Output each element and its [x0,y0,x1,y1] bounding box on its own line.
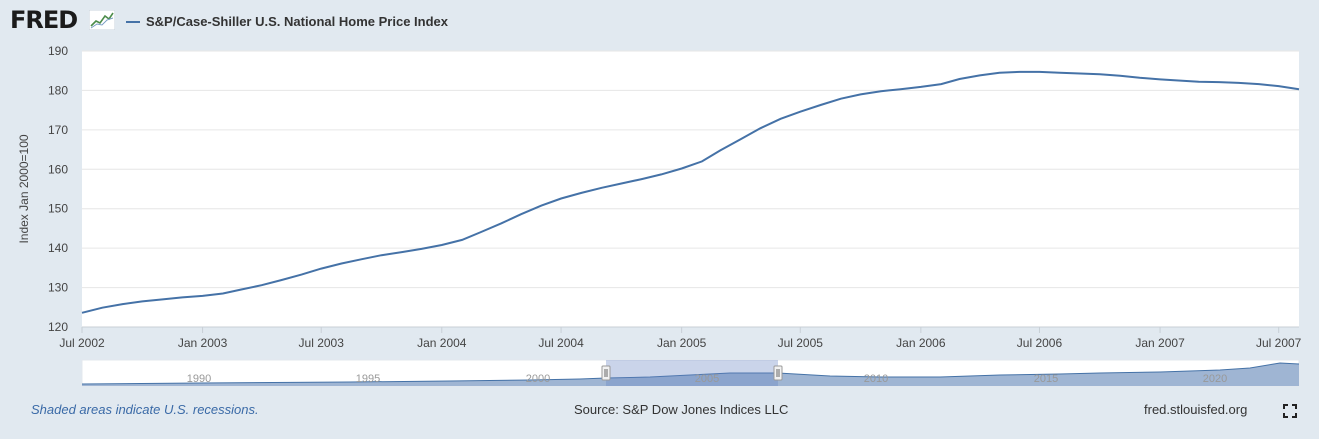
x-tick-label: Jan 2007 [1135,336,1185,350]
chart-title: S&P/Case-Shiller U.S. National Home Pric… [146,14,448,29]
range-navigator[interactable]: 1990 1995 2000 2005 2010 2015 2020 [81,359,1300,387]
y-tick-label: 170 [48,123,68,137]
y-tick-label: 160 [48,162,68,176]
x-tick-label: Jul 2007 [1256,336,1302,350]
site-link[interactable]: fred.stlouisfed.org [1144,402,1248,417]
navigator-label: 2020 [1203,373,1227,385]
gridlines [82,50,1299,289]
x-tick-label: Jul 2005 [778,336,824,350]
series-line [81,70,1300,314]
navigator-series-area [82,363,1299,386]
x-tick-label: Jan 2004 [417,336,467,350]
navigator-selection[interactable] [606,360,778,386]
navigator-label: 2010 [864,373,888,385]
navigator-series-line [81,362,1300,385]
navigator-label: 2015 [1034,373,1058,385]
x-tick-label: Jan 2003 [178,336,228,350]
fullscreen-icon[interactable] [1283,404,1297,418]
navigator-right-handle[interactable] [773,365,783,381]
x-tick-label: Jan 2005 [657,336,707,350]
navigator-label: 2000 [526,373,550,385]
x-tick-label: Jul 2003 [299,336,345,350]
navigator-label: 1990 [187,373,211,385]
navigator-labels: 1990 1995 2000 2005 2010 2015 2020 [187,373,1227,385]
y-tick-label: 150 [48,202,68,216]
navigator-left-handle[interactable] [601,365,611,381]
line-chart-icon [89,10,115,30]
x-tick-label: Jan 2006 [896,336,946,350]
x-tick-label: Jul 2006 [1017,336,1063,350]
y-tick-label: 180 [48,83,68,97]
x-tick-label: Jul 2004 [538,336,584,350]
y-axis-label: Index Jan 2000=100 [17,134,31,243]
navigator-label: 2005 [695,373,719,385]
x-axis-ticks: Jul 2002 Jan 2003 Jul 2003 Jan 2004 Jul 2004… [59,327,1302,350]
fred-logo[interactable]: FRED [10,6,78,34]
y-tick-label: 120 [48,320,68,334]
y-axis-ticks: 120 130 140 150 160 170 180 190 [48,44,68,334]
y-tick-label: 130 [48,281,68,295]
chart-legend: S&P/Case-Shiller U.S. National Home Pric… [126,14,448,29]
navigator-label: 1995 [356,373,380,385]
x-tick-label: Jul 2002 [59,336,105,350]
y-tick-label: 140 [48,241,68,255]
source-text: Source: S&P Dow Jones Indices LLC [574,402,789,417]
plot-area [82,51,1299,327]
y-tick-label: 190 [48,44,68,58]
recession-note: Shaded areas indicate U.S. recessions. [31,402,259,417]
legend-series-swatch [126,20,140,23]
